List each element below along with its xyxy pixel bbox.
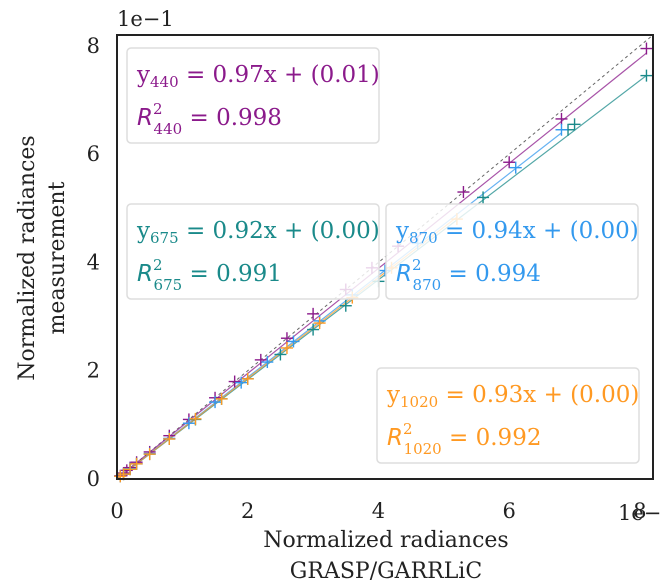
x-tick-label: 0: [110, 499, 123, 523]
point-675: [568, 118, 581, 131]
x-tick-label: 4: [372, 499, 385, 523]
point-870: [509, 161, 522, 174]
point-440: [307, 307, 320, 320]
x-tick-label: 8: [633, 499, 646, 523]
point-440: [503, 156, 516, 169]
point-1020: [313, 317, 326, 330]
annotation-box-870: y870 = 0.94x + (0.00) R2 870 = 0.994: [385, 203, 639, 300]
r-squared-1020: R2 1020 = 0.992: [387, 420, 541, 458]
fit-equation-870: y870 = 0.94x + (0.00): [395, 218, 639, 247]
point-675: [477, 191, 490, 204]
r-squared-440: R2 440 = 0.998: [137, 100, 282, 138]
fit-equation-1020: y1020 = 0.93x + (0.00): [386, 382, 639, 411]
fit-line-440: [116, 52, 647, 479]
y-tick-label: 6: [87, 142, 100, 166]
fit-equation-440: y440 = 0.97x + (0.01): [136, 62, 380, 91]
annotation-box-1020: y1020 = 0.93x + (0.00) R2 1020 = 0.992: [376, 367, 640, 464]
x-axis-title-line1: Normalized radiances: [263, 528, 508, 553]
x-tick-label: 2: [241, 499, 254, 523]
point-675: [640, 69, 653, 82]
point-675: [307, 323, 320, 336]
point-440: [228, 375, 241, 388]
x-tick-label: 6: [503, 499, 516, 523]
plot-frame: [116, 34, 654, 480]
axis-ticks: 0 2 4 6 8 0 2 4 6 8: [87, 34, 647, 523]
point-870: [555, 123, 568, 136]
r-squared-675: R2 675 = 0.991: [137, 256, 282, 294]
point-1020: [143, 448, 156, 461]
y-offset-label: 1e−1: [117, 7, 174, 31]
y-axis-title-line1: Normalized radiances: [15, 135, 40, 380]
point-1020: [124, 463, 137, 476]
fit-equation-675: y675 = 0.92x + (0.00): [136, 218, 380, 247]
point-675: [339, 299, 352, 312]
y-axis-title-line2: measurement: [45, 181, 70, 334]
point-1020: [241, 372, 254, 385]
point-870: [287, 335, 300, 348]
y-tick-label: 4: [87, 250, 100, 274]
x-offset-label: 1e−1: [618, 501, 663, 525]
x-axis-title-line2: GRASP/GARRLiC: [290, 559, 482, 584]
y-tick-label: 8: [87, 34, 100, 58]
point-1020: [163, 432, 176, 445]
y-tick-label: 0: [87, 467, 100, 491]
one-to-one-line: [116, 34, 654, 480]
point-440: [555, 112, 568, 125]
point-1020: [280, 341, 293, 354]
point-870: [261, 356, 274, 369]
annotation-box-440: y440 = 0.97x + (0.01) R2 440 = 0.998: [126, 47, 380, 144]
r-squared-870: R2 870 = 0.994: [396, 256, 541, 294]
point-870: [182, 417, 195, 430]
annotation-boxes: y440 = 0.97x + (0.01) R2 440 = 0.998 y675 =…: [126, 47, 640, 464]
point-675: [274, 348, 287, 361]
point-870: [209, 396, 222, 409]
point-1020: [189, 412, 202, 425]
point-1020: [215, 392, 228, 405]
point-440: [640, 42, 653, 55]
y-tick-label: 2: [87, 359, 100, 383]
annotation-box-675: y675 = 0.92x + (0.00) R2 675 = 0.991: [126, 203, 380, 300]
point-870: [235, 376, 248, 389]
point-1020: [130, 457, 143, 470]
point-440: [254, 353, 267, 366]
point-440: [457, 186, 470, 199]
